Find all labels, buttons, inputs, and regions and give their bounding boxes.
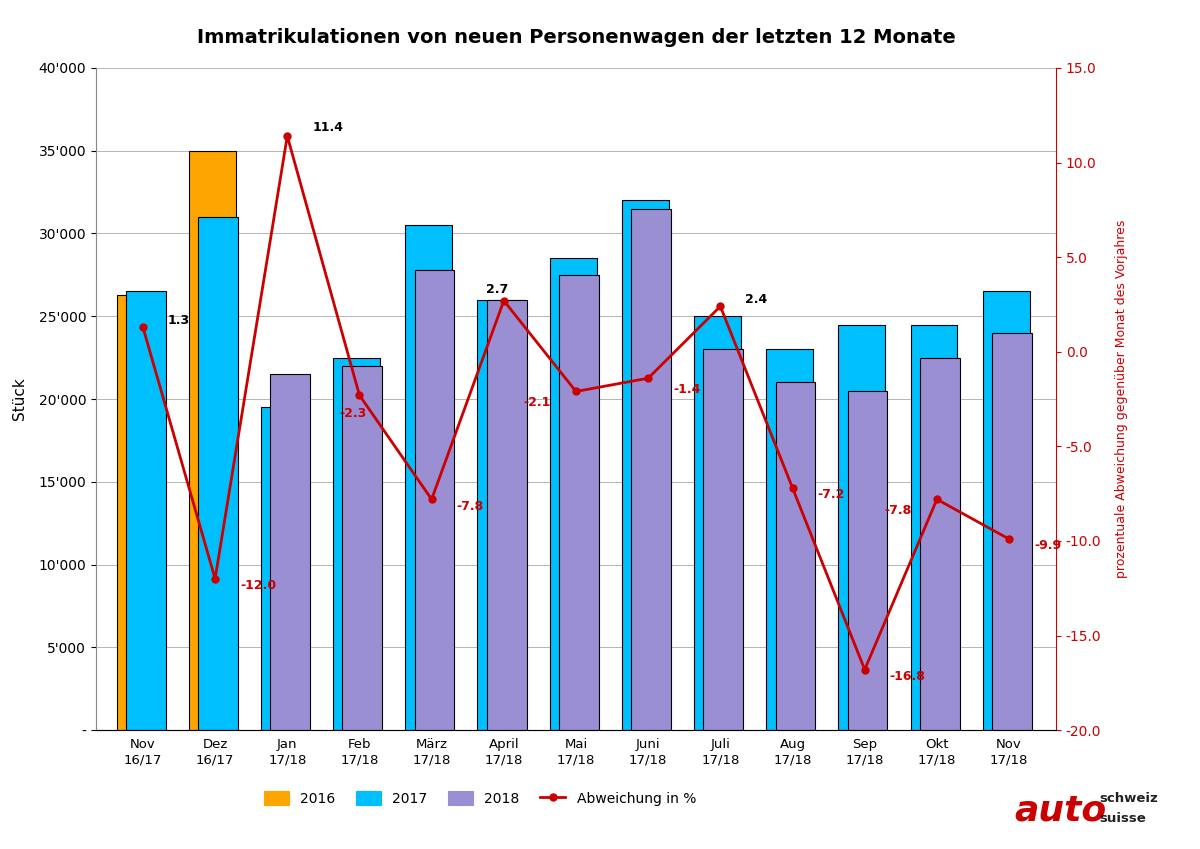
Bar <box>983 291 1030 730</box>
Text: -2.1: -2.1 <box>523 396 551 409</box>
Bar <box>766 350 814 730</box>
Bar <box>920 357 960 730</box>
Text: schweiz: schweiz <box>1099 792 1158 805</box>
Text: -9.9: -9.9 <box>1034 539 1061 553</box>
Text: -16.8: -16.8 <box>889 670 925 683</box>
Bar <box>478 300 524 730</box>
Text: auto: auto <box>1014 794 1106 828</box>
Text: -1.4: -1.4 <box>673 383 701 396</box>
Bar <box>847 391 888 730</box>
Bar <box>198 217 238 730</box>
Y-axis label: prozentuale Abweichung gegenüber Monat des Vorjahres: prozentuale Abweichung gegenüber Monat d… <box>1115 220 1128 578</box>
Bar <box>559 275 599 730</box>
Text: 1.3: 1.3 <box>168 313 190 327</box>
Bar <box>188 151 235 730</box>
Text: -7.8: -7.8 <box>457 500 484 513</box>
Text: -7.8: -7.8 <box>884 504 912 517</box>
Bar <box>270 374 310 730</box>
Bar <box>775 382 815 730</box>
Bar <box>260 408 308 730</box>
Bar <box>116 295 163 730</box>
Text: -12.0: -12.0 <box>240 579 276 593</box>
Bar <box>631 209 671 730</box>
Y-axis label: Stück: Stück <box>12 378 28 420</box>
Bar <box>703 350 743 730</box>
Bar <box>487 300 527 730</box>
Title: Immatrikulationen von neuen Personenwagen der letzten 12 Monate: Immatrikulationen von neuen Personenwage… <box>197 28 955 47</box>
Text: 2.7: 2.7 <box>486 283 508 296</box>
Text: 2.4: 2.4 <box>745 293 768 306</box>
Bar <box>694 316 740 730</box>
Bar <box>992 333 1032 730</box>
Bar <box>911 324 958 730</box>
Bar <box>622 200 668 730</box>
Text: -7.2: -7.2 <box>817 488 845 502</box>
Text: -2.3: -2.3 <box>338 407 366 419</box>
Bar <box>342 366 382 730</box>
Text: 11.4: 11.4 <box>312 121 343 134</box>
Bar <box>406 225 452 730</box>
Bar <box>334 357 380 730</box>
Bar <box>839 324 886 730</box>
Legend: 2016, 2017, 2018, Abweichung in %: 2016, 2017, 2018, Abweichung in % <box>257 784 703 812</box>
Bar <box>126 291 166 730</box>
Bar <box>415 270 455 730</box>
Bar <box>550 258 596 730</box>
Text: suisse: suisse <box>1099 812 1146 825</box>
